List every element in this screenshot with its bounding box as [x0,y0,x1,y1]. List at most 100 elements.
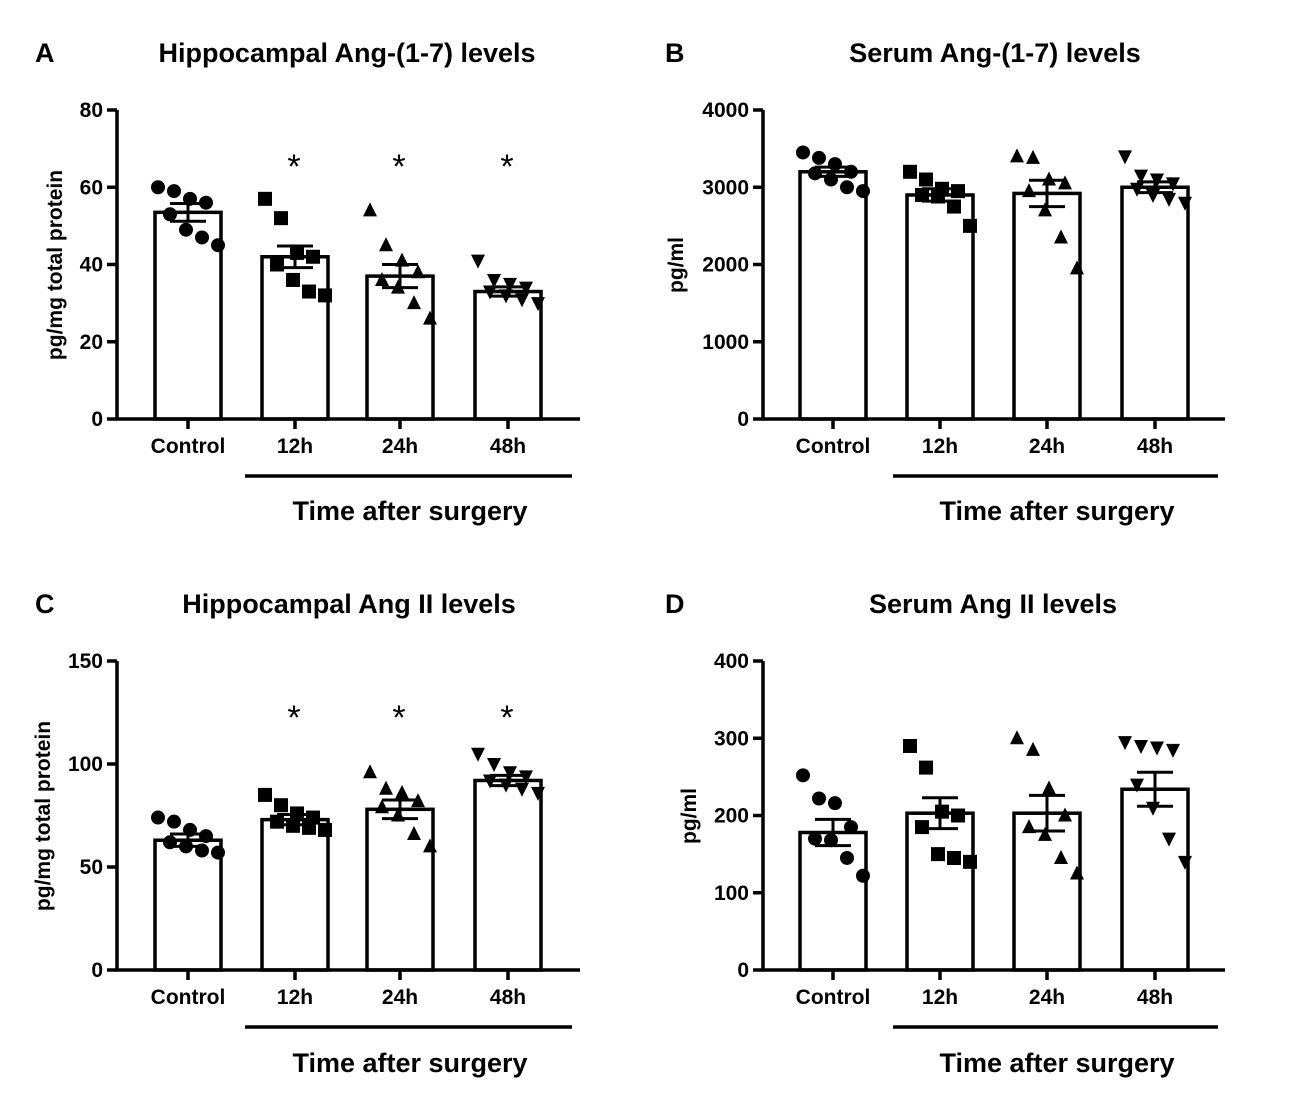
bar [1120,787,1190,972]
data-point [947,850,961,865]
data-point [856,868,870,883]
x-axis-label: Time after surgery [939,496,1174,526]
x-tick-label: 48h [490,986,526,1009]
y-tick-label: 150 [68,650,103,673]
data-point [167,814,181,829]
bar [153,210,223,421]
data-point [1054,229,1068,244]
x-axis-label: Time after surgery [939,1048,1174,1078]
bar [1120,185,1190,421]
data-point [363,202,377,217]
data-point [258,787,272,802]
data-point [808,831,822,846]
data-point [270,814,284,829]
data-point [840,180,854,195]
data-point [151,180,165,195]
data-point [1022,183,1036,198]
data-point [211,238,225,253]
x-tick-label: 24h [1029,986,1065,1009]
x-tick-label: Control [151,986,226,1009]
data-point [915,820,929,835]
data-point [167,184,181,199]
data-point [856,184,870,199]
data-point [531,297,545,312]
bar [473,289,543,421]
data-point [318,288,332,303]
data-point [423,838,437,853]
data-point [211,845,225,860]
data-point [379,780,393,795]
y-tick-label: 40 [80,254,103,277]
data-point [919,760,933,775]
data-point [903,164,917,179]
data-point [951,808,965,823]
x-tick-label: Control [796,986,871,1009]
data-point [1010,148,1024,163]
bar [365,807,435,972]
x-tick-label: 48h [1137,986,1173,1009]
y-tick-label: 0 [737,959,749,982]
data-point [258,191,272,206]
y-axis-label: pg/ml [678,788,701,844]
bar [905,811,975,972]
data-point [935,804,949,819]
data-point [1026,741,1040,756]
data-point [1178,196,1192,211]
data-point [471,747,485,762]
data-point [1038,202,1052,217]
chart-title: Hippocampal Ang II levels [182,589,516,619]
x-axis-label: Time after surgery [292,496,527,526]
chart-title: Hippocampal Ang-(1-7) levels [158,38,535,68]
data-point [471,254,485,269]
bar [798,170,868,421]
data-point [407,295,421,310]
x-tick-label: 24h [1029,435,1065,458]
data-point [503,277,517,292]
data-point [274,798,288,813]
data-point [274,211,288,226]
data-point [1150,741,1164,756]
y-tick-label: 400 [714,650,749,673]
data-point [931,847,945,862]
data-point [363,764,377,779]
bar [1012,191,1082,421]
x-tick-label: 12h [922,986,958,1009]
y-tick-label: 4000 [702,99,749,122]
data-point [1166,743,1180,758]
y-tick-label: 300 [714,727,749,750]
data-point [379,237,393,252]
data-point [1038,826,1052,841]
data-point [1026,149,1040,164]
chart-title: Serum Ang-(1-7) levels [849,38,1141,68]
x-tick-label: 48h [1137,435,1173,458]
panel-letter: C [35,589,55,619]
data-point [840,850,854,865]
y-tick-label: 0 [737,408,749,431]
data-point [1070,260,1084,275]
data-point [503,766,517,781]
data-point [286,272,300,287]
data-point [423,310,437,325]
data-point [179,222,193,237]
significance-star: * [500,148,513,186]
data-point [395,784,409,799]
y-tick-label: 100 [68,753,103,776]
significance-star: * [287,148,300,186]
data-point [796,145,810,160]
data-point [963,854,977,869]
x-tick-label: 24h [382,986,418,1009]
x-tick-label: 24h [382,435,418,458]
data-point [812,150,826,165]
data-point [270,257,284,272]
y-tick-label: 80 [80,99,103,122]
x-tick-label: Control [151,435,226,458]
data-point [1070,865,1084,880]
data-point [302,284,316,299]
data-point [195,230,209,245]
data-point [302,820,316,835]
data-point [796,768,810,783]
data-point [1162,832,1176,847]
y-tick-label: 100 [714,882,749,905]
y-axis-label: pg/mg total protein [32,721,55,911]
data-point [1134,169,1148,184]
